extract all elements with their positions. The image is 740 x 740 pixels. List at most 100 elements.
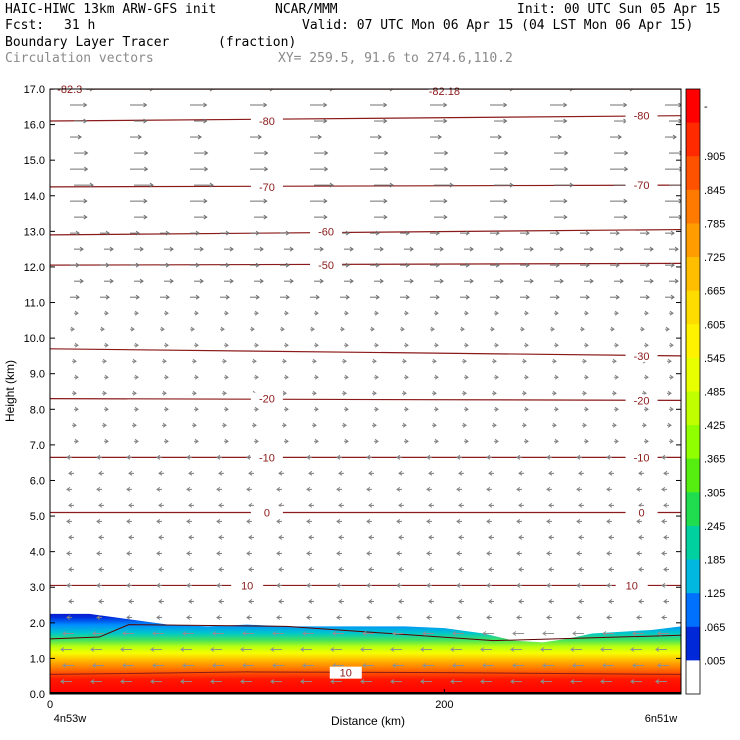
vector-arrowhead bbox=[665, 326, 670, 332]
vector-arrowhead bbox=[188, 470, 193, 476]
vector-arrowhead bbox=[552, 390, 557, 396]
vector-arrowhead bbox=[74, 438, 79, 444]
vector-arrowhead bbox=[252, 358, 257, 364]
vector-arrowhead bbox=[134, 342, 139, 348]
vector-arrowhead bbox=[552, 358, 557, 364]
vector-arrowhead bbox=[456, 518, 461, 524]
isotherm-label: -80 bbox=[634, 111, 650, 123]
vector-arrowhead bbox=[554, 406, 559, 412]
vector-arrowhead bbox=[602, 663, 607, 668]
vector-arrowhead bbox=[464, 342, 469, 348]
vector-arrowhead bbox=[308, 599, 313, 604]
vector-arrowhead bbox=[66, 583, 71, 588]
vector-arrowhead bbox=[504, 166, 509, 172]
vector-arrowhead bbox=[180, 647, 185, 652]
vector-arrowhead bbox=[464, 438, 469, 444]
vector-arrowhead bbox=[486, 615, 491, 620]
vector-arrowhead bbox=[585, 262, 590, 268]
vector-arrowhead bbox=[582, 422, 587, 428]
colorbar-label: .365 bbox=[704, 454, 725, 466]
vector-arrowhead bbox=[663, 567, 668, 572]
y-tick-label: 2.0 bbox=[30, 618, 45, 630]
isotherm-label-bg bbox=[428, 84, 461, 97]
vector-arrowhead bbox=[285, 294, 290, 300]
vector-arrowhead bbox=[444, 150, 449, 156]
vector-arrowhead bbox=[165, 262, 170, 268]
y-tick-label: 11.0 bbox=[24, 298, 45, 310]
vector-arrowhead bbox=[456, 486, 461, 492]
plot-frame bbox=[49, 88, 682, 695]
vector-arrowhead bbox=[374, 342, 379, 348]
vector-arrowhead bbox=[135, 262, 140, 268]
vector-arrowhead bbox=[557, 134, 562, 140]
vector-arrowhead bbox=[79, 246, 84, 252]
vector-arrowhead bbox=[546, 454, 551, 460]
vector-arrowhead bbox=[383, 214, 388, 220]
isotherm-label: -50 bbox=[318, 260, 334, 272]
vector-arrowhead bbox=[203, 118, 208, 124]
vector-arrowhead bbox=[66, 518, 71, 524]
vector-arrowhead bbox=[606, 454, 611, 460]
colorbar-swatch bbox=[686, 223, 700, 258]
vector-arrowhead bbox=[612, 358, 617, 364]
vector-arrowhead bbox=[66, 615, 71, 620]
vector-arrowhead bbox=[312, 358, 317, 364]
vector-arrowhead bbox=[62, 663, 67, 668]
vector-arrowhead bbox=[66, 454, 71, 460]
vector-arrowhead bbox=[428, 502, 433, 508]
vector-arrowhead bbox=[263, 214, 268, 220]
vector-arrowhead bbox=[456, 615, 461, 620]
vector-arrowhead bbox=[349, 278, 354, 284]
colorbar-swatch bbox=[686, 425, 700, 460]
vector-arrowhead bbox=[555, 230, 560, 236]
vector-arrowhead bbox=[128, 502, 133, 508]
vector-arrowhead bbox=[209, 182, 214, 188]
vector-arrowhead bbox=[280, 326, 285, 332]
vector-arrowhead bbox=[426, 551, 431, 556]
vector-arrowhead bbox=[254, 310, 259, 316]
vector-arrowhead bbox=[584, 342, 589, 348]
vector-arrowhead bbox=[229, 278, 234, 284]
vector-arrowhead bbox=[126, 518, 131, 524]
isotherm-label-bg bbox=[625, 349, 658, 362]
vector-arrowhead bbox=[77, 134, 82, 140]
vector-arrowhead bbox=[246, 518, 251, 524]
vector-arrowhead bbox=[68, 502, 73, 508]
y-tick-label: 3.0 bbox=[30, 582, 45, 594]
vector-arrowhead bbox=[324, 166, 329, 172]
isotherm-line bbox=[50, 184, 681, 188]
vector-arrowhead bbox=[402, 422, 407, 428]
vector-arrowhead bbox=[524, 438, 529, 444]
vector-arrowhead bbox=[437, 134, 442, 140]
tracer-field bbox=[50, 613, 681, 694]
vector-arrowhead bbox=[197, 134, 202, 140]
vector-arrowhead bbox=[576, 615, 581, 620]
vector-arrowhead bbox=[216, 454, 221, 460]
vector-arrowhead bbox=[426, 615, 431, 620]
vector-arrowhead bbox=[210, 647, 215, 652]
vector-arrowhead bbox=[144, 150, 149, 156]
vector-arrowhead bbox=[434, 310, 439, 316]
vector-arrowhead bbox=[396, 551, 401, 556]
vector-arrowhead bbox=[655, 647, 660, 652]
vector-arrowhead bbox=[344, 342, 349, 348]
vector-arrowhead bbox=[368, 534, 373, 540]
vector-arrowhead bbox=[98, 567, 103, 572]
vector-arrowhead bbox=[480, 679, 485, 684]
vector-arrowhead bbox=[624, 166, 629, 172]
colorbar-label: .725 bbox=[704, 252, 725, 264]
vector-arrowhead bbox=[636, 615, 641, 620]
vector-arrowhead bbox=[162, 358, 167, 364]
vector-arrowhead bbox=[216, 518, 221, 524]
vector-arrowhead bbox=[458, 599, 463, 604]
vector-arrowhead bbox=[661, 615, 666, 620]
vector-arrowhead bbox=[469, 278, 474, 284]
vector-arrowhead bbox=[434, 406, 439, 412]
vector-arrowhead bbox=[72, 358, 77, 364]
vector-arrowhead bbox=[270, 679, 275, 684]
vector-arrowhead bbox=[312, 390, 317, 396]
vector-arrowhead bbox=[494, 310, 499, 316]
vector-arrowhead bbox=[62, 631, 67, 636]
vector-arrowhead bbox=[165, 294, 170, 300]
